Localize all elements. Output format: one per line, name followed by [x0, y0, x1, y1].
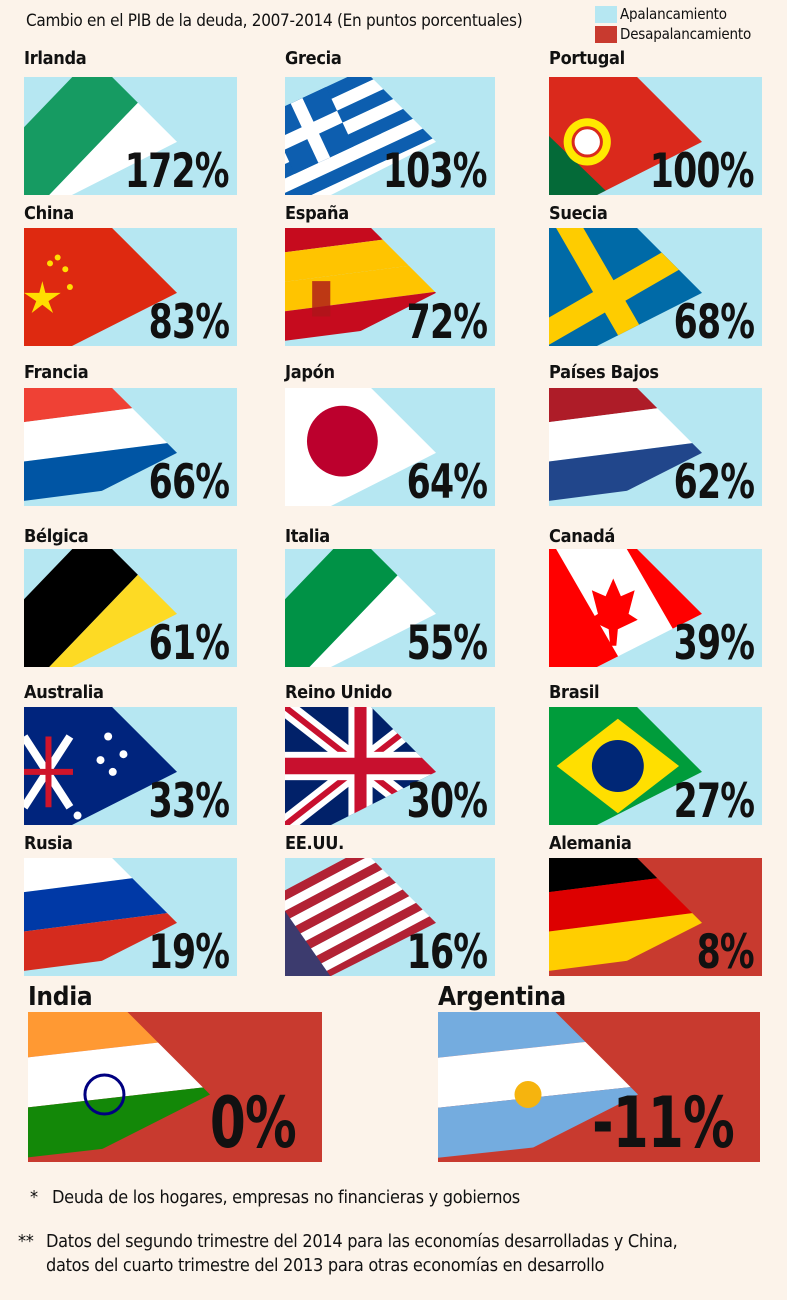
country-name: Canadá: [549, 526, 615, 547]
country-name: Brasil: [549, 682, 600, 703]
value-box: 100%: [549, 77, 762, 195]
country-name: India: [28, 982, 93, 1012]
legend: Apalancamiento Desapalancamiento: [595, 4, 751, 44]
value-box: 103%: [285, 77, 495, 195]
value-label: 0%: [209, 1082, 297, 1162]
footnote-marker: **: [18, 1231, 34, 1252]
value-box: 172%: [24, 77, 237, 195]
value-box: 68%: [549, 228, 762, 346]
footnote-3: datos del cuarto trimestre del 2013 para…: [46, 1255, 604, 1276]
value-label: 66%: [148, 455, 229, 506]
value-box: 30%: [285, 707, 495, 825]
value-label: 83%: [148, 295, 229, 346]
country-name: Reino Unido: [285, 682, 392, 703]
footnote-text: Deuda de los hogares, empresas no financ…: [52, 1187, 520, 1208]
value-label: 8%: [696, 925, 755, 976]
country-name: Grecia: [285, 48, 342, 69]
country-name: España: [285, 203, 349, 224]
value-label: 30%: [406, 774, 487, 825]
country-name: Bélgica: [24, 526, 89, 547]
value-label: 62%: [673, 455, 754, 506]
footnote-marker: *: [30, 1187, 38, 1208]
value-label: 72%: [406, 295, 487, 346]
legend-swatch-desapalancamiento: [595, 25, 617, 43]
value-box: 64%: [285, 388, 495, 506]
footnote-text: Datos del segundo trimestre del 2014 par…: [46, 1231, 678, 1252]
value-label: 33%: [148, 774, 229, 825]
value-box: 33%: [24, 707, 237, 825]
country-name: Japón: [285, 362, 335, 383]
country-name: Portugal: [549, 48, 625, 69]
legend-swatch-apalancamiento: [595, 5, 617, 23]
country-name: Suecia: [549, 203, 608, 224]
value-label: 16%: [406, 925, 487, 976]
legend-label: Apalancamiento: [620, 5, 727, 23]
value-label: 103%: [383, 144, 488, 195]
value-label: 19%: [148, 925, 229, 976]
legend-item-desapalancamiento: Desapalancamiento: [595, 24, 751, 44]
country-name: China: [24, 203, 74, 224]
value-label: 64%: [406, 455, 487, 506]
value-label: 100%: [650, 144, 755, 195]
value-label: 172%: [125, 144, 230, 195]
value-label: 68%: [673, 295, 754, 346]
value-box: 8%: [549, 858, 762, 976]
value-box: -11%: [438, 1012, 760, 1162]
country-name: Francia: [24, 362, 89, 383]
value-box: 0%: [28, 1012, 322, 1162]
value-box: 19%: [24, 858, 237, 976]
country-name: Australia: [24, 682, 104, 703]
footnote-text: datos del cuarto trimestre del 2013 para…: [46, 1255, 605, 1276]
value-box: 66%: [24, 388, 237, 506]
country-name: EE.UU.: [285, 833, 344, 854]
footnote-2: ** Datos del segundo trimestre del 2014 p…: [18, 1231, 678, 1252]
country-name: Rusia: [24, 833, 73, 854]
legend-item-apalancamiento: Apalancamiento: [595, 4, 751, 24]
value-box: 62%: [549, 388, 762, 506]
country-name: Alemania: [549, 833, 632, 854]
footnote-1: * Deuda de los hogares, empresas no finan…: [30, 1187, 520, 1208]
value-box: 16%: [285, 858, 495, 976]
value-box: 61%: [24, 549, 237, 667]
value-label: 55%: [406, 616, 487, 667]
value-box: 83%: [24, 228, 237, 346]
country-name: Países Bajos: [549, 362, 659, 383]
value-box: 72%: [285, 228, 495, 346]
value-label: 39%: [673, 616, 754, 667]
value-box: 55%: [285, 549, 495, 667]
country-name: Irlanda: [24, 48, 87, 69]
value-box: 27%: [549, 707, 762, 825]
value-label: -11%: [592, 1082, 735, 1162]
country-name: Argentina: [438, 982, 566, 1012]
value-label: 27%: [673, 774, 754, 825]
value-label: 61%: [148, 616, 229, 667]
legend-label: Desapalancamiento: [620, 25, 751, 43]
chart-title: Cambio en el PIB de la deuda, 2007-2014 …: [26, 11, 523, 31]
value-box: 39%: [549, 549, 762, 667]
country-name: Italia: [285, 526, 330, 547]
